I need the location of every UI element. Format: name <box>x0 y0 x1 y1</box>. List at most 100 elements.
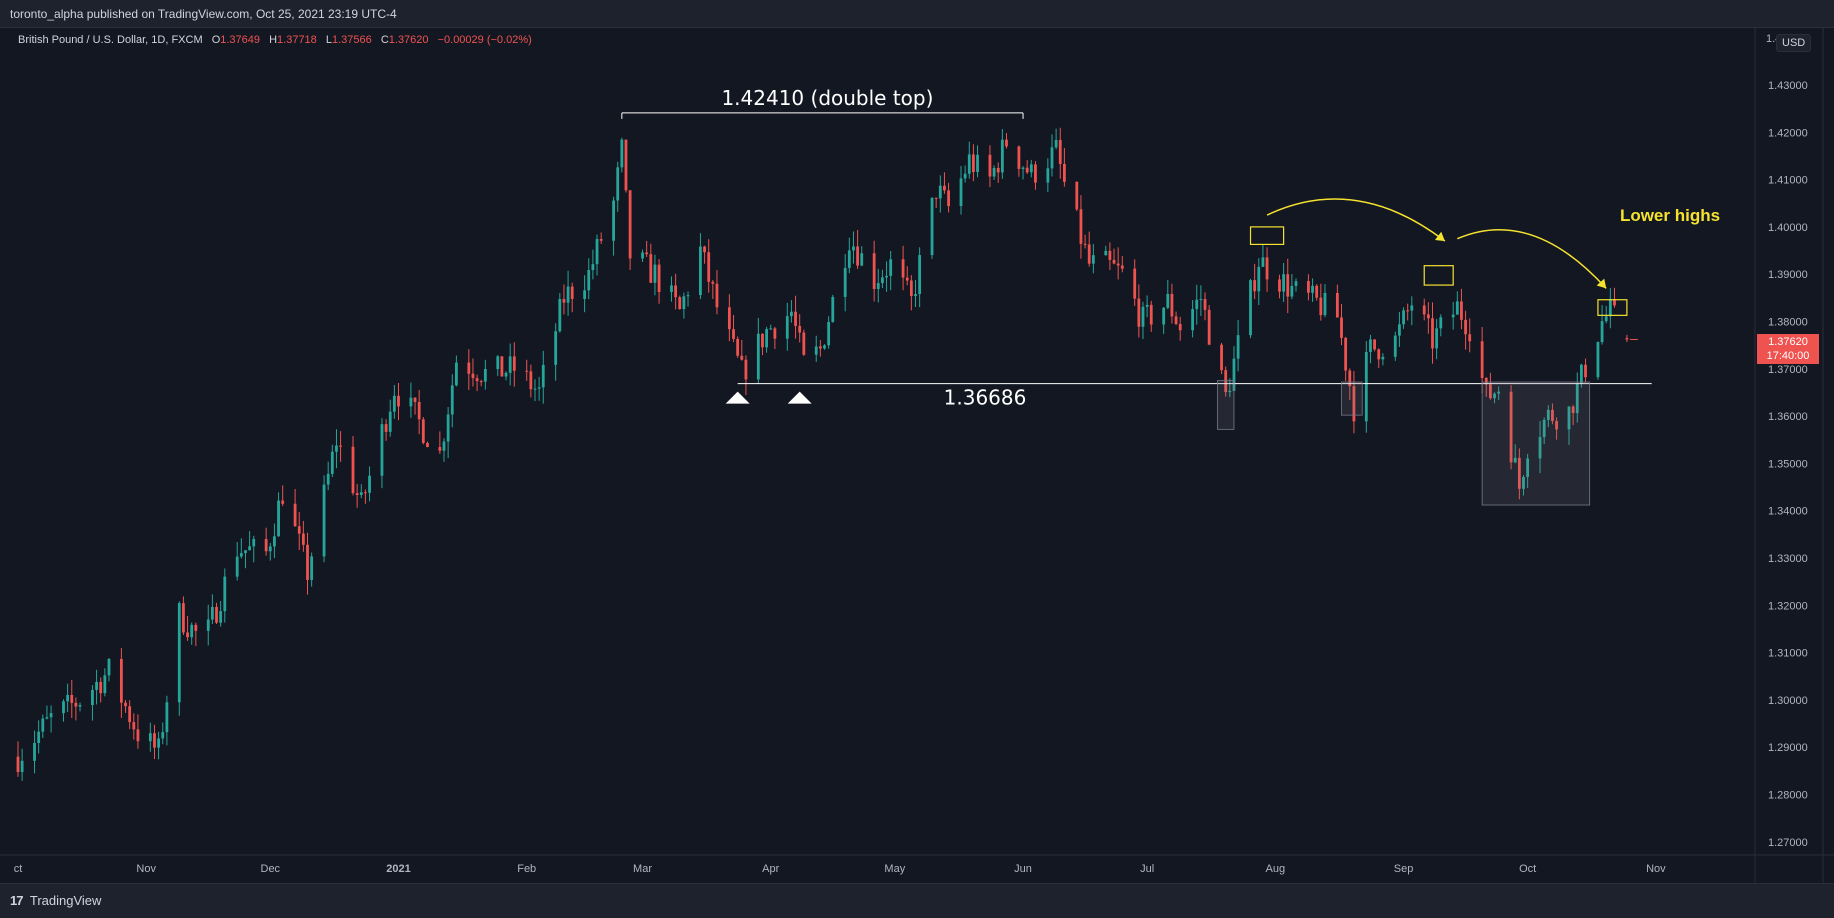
candle-down <box>599 239 603 241</box>
candle-up <box>653 264 657 283</box>
candle-down <box>128 706 132 723</box>
open-label: O <box>211 34 221 46</box>
candle-down <box>1613 299 1616 306</box>
breakdown-box <box>1481 381 1591 506</box>
candle-down <box>124 702 127 707</box>
candle-down <box>1319 297 1323 316</box>
candle-up <box>37 731 41 743</box>
candle-down <box>1373 339 1376 350</box>
candle-up <box>33 742 36 761</box>
candle-down <box>1625 338 1629 340</box>
candle-down <box>529 371 533 390</box>
x-tick-label: Nov <box>136 863 156 875</box>
candle-up <box>843 267 847 297</box>
footer-bar: 17 TradingView <box>0 883 1834 918</box>
candle-up <box>533 388 537 390</box>
chart-area[interactable]: 1.43000 1.42000 1.41000 1.40000 1.39000 1.380… <box>0 28 1834 883</box>
candle-up <box>49 713 53 718</box>
candle-down <box>1174 316 1178 324</box>
candle-up <box>1199 299 1203 301</box>
candle-down <box>1571 406 1575 414</box>
up-arrow-icon <box>787 391 812 404</box>
candle-up <box>239 553 243 557</box>
x-tick-label: Jul <box>1140 863 1154 875</box>
candle-down <box>1079 209 1083 244</box>
y-tick-label: 1.34000 <box>1768 506 1808 518</box>
y-tick-label: 1.39000 <box>1768 269 1808 281</box>
y-tick-label: 1.29000 <box>1768 742 1808 754</box>
candle-up <box>66 694 70 702</box>
candle-up <box>1526 458 1530 477</box>
candle-up <box>190 624 194 638</box>
support-label: 1.36686 <box>944 386 1027 410</box>
candle-down <box>645 252 649 255</box>
x-tick-label: Apr <box>762 863 779 875</box>
low-label: L <box>325 34 332 46</box>
double-top-label: 1.42410 (double top) <box>721 86 933 110</box>
candle-down <box>1315 285 1319 298</box>
candle-down <box>1108 250 1112 260</box>
candle-down <box>1489 384 1492 399</box>
candle-down <box>727 307 731 330</box>
x-tick-label: Jun <box>1014 863 1032 875</box>
candle-up <box>45 717 49 719</box>
candle-up <box>616 167 620 201</box>
candle-down <box>1584 364 1587 378</box>
candle-up <box>938 185 942 199</box>
symbol-legend: British Pound / U.S. Dollar, 1D, FXCM O1… <box>18 34 532 46</box>
candle-up <box>686 295 690 297</box>
candle-down <box>384 424 388 432</box>
candle-up <box>1381 356 1385 360</box>
candle-up <box>157 738 161 748</box>
currency-badge[interactable]: USD <box>1776 34 1812 52</box>
candle-down <box>471 373 475 379</box>
candle-up <box>1050 147 1054 169</box>
lower-highs-label: Lower highs <box>1620 206 1720 225</box>
candle-up <box>992 167 996 177</box>
candle-down <box>293 503 297 527</box>
tradingview-logo-icon[interactable]: 17 <box>10 893 24 908</box>
candle-up <box>1145 304 1149 307</box>
candle-up <box>210 606 214 620</box>
candle-down <box>1460 301 1463 320</box>
candle-down <box>1426 314 1430 319</box>
up-arrow-icon <box>725 391 750 404</box>
candle-up <box>823 345 826 349</box>
candle-up <box>790 311 793 317</box>
candle-down <box>1017 146 1021 169</box>
change-value: −0.00029 (−0.02%) <box>437 34 532 46</box>
candle-down <box>1253 280 1257 292</box>
candle-up <box>273 536 276 547</box>
arrowhead-icon <box>1434 231 1445 242</box>
candle-up <box>1455 301 1459 315</box>
y-tick-label: 1.41000 <box>1768 175 1808 187</box>
candle-up <box>976 154 979 173</box>
candle-down <box>1083 243 1087 245</box>
candle-down <box>364 492 367 494</box>
candle-down <box>678 297 682 310</box>
candle-up <box>1029 164 1033 173</box>
brand-name[interactable]: TradingView <box>29 893 102 908</box>
candle-down <box>421 419 425 443</box>
x-tick-label: Feb <box>517 863 536 875</box>
candle-down <box>1265 257 1269 280</box>
candle-up <box>860 253 864 266</box>
candle-down <box>339 445 342 447</box>
candle-up <box>244 550 247 554</box>
publisher-bar: toronto_alpha published on TradingView.c… <box>0 0 1834 28</box>
candle-down <box>351 446 355 494</box>
last-price: 1.37620 <box>1768 336 1808 348</box>
candle-down <box>1480 341 1484 378</box>
candle-up <box>1608 299 1612 317</box>
candle-up <box>450 385 454 415</box>
candle-up <box>177 603 181 703</box>
candle-up <box>1513 457 1517 463</box>
candle-up <box>1567 406 1571 430</box>
candlestick-chart[interactable]: 1.43000 1.42000 1.41000 1.40000 1.39000 1.380… <box>0 28 1834 883</box>
candle-down <box>1005 139 1008 147</box>
candle-up <box>963 173 967 179</box>
candle-up <box>1261 257 1265 267</box>
candle-down <box>1120 265 1124 269</box>
candle-up <box>587 270 591 291</box>
candle-up <box>161 732 165 739</box>
